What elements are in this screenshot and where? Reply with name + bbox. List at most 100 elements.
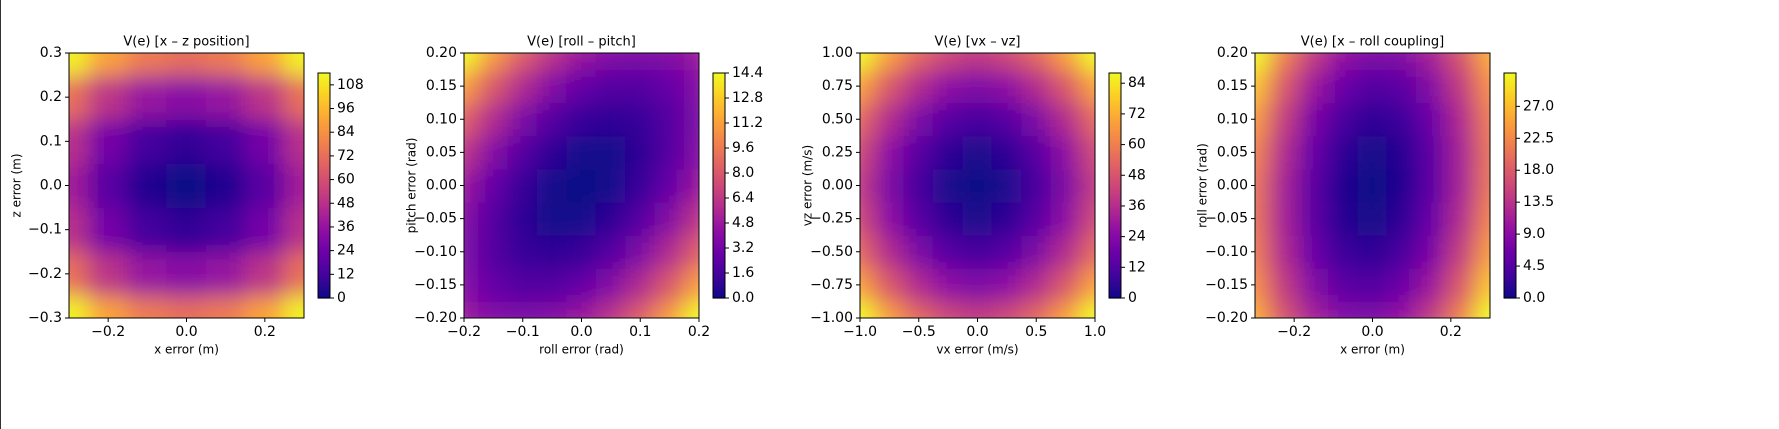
field-cell [1079, 300, 1095, 318]
colorbar-segment [1109, 275, 1121, 279]
field-cell [1327, 135, 1359, 170]
colorbar-segment [318, 278, 330, 282]
colorbar-segment [318, 230, 330, 234]
colorbar-segment [318, 113, 330, 117]
field-cell [1416, 300, 1447, 318]
field-cell [536, 168, 568, 203]
field-cell [244, 295, 285, 318]
colorbar-segment [1109, 110, 1121, 114]
field-cell [903, 168, 934, 203]
x-axis-label: x error (m) [154, 343, 219, 357]
colorbar-segment [318, 210, 330, 214]
colorbar-segment [713, 238, 725, 242]
colorbar-segment [1504, 265, 1516, 269]
colorbar-segment [318, 90, 330, 94]
colorbar-segment [1504, 98, 1516, 102]
field-cell [874, 102, 905, 137]
field-cell [874, 135, 905, 170]
colorbar-segment [713, 108, 725, 112]
x-tick-label: 1.0 [1084, 324, 1106, 340]
field-cell [1357, 102, 1388, 137]
field-cell [283, 53, 304, 76]
field-cell [478, 135, 509, 170]
colorbar-segment [1504, 240, 1516, 244]
colorbar-segment [1109, 253, 1121, 257]
colorbar-segment [1504, 148, 1516, 152]
colorbar-segment [713, 173, 725, 177]
field-cell [1357, 300, 1388, 318]
field-cell [88, 207, 129, 253]
colorbar-segment [318, 263, 330, 267]
field-cell [1050, 102, 1081, 137]
colorbar-segment [1504, 110, 1516, 114]
colorbar-tick-label: 96 [337, 101, 355, 117]
field-cell [903, 53, 934, 71]
colorbar-segment [1504, 220, 1516, 224]
colorbar-segment [713, 148, 725, 152]
field-cell [962, 201, 993, 236]
field-cell [1079, 53, 1095, 71]
colorbar-segment [1504, 128, 1516, 132]
field-cell [991, 300, 1023, 318]
field-cell [464, 102, 480, 137]
field-cell [1357, 201, 1388, 236]
colorbar-segment [1504, 103, 1516, 107]
colorbar-segment [1504, 280, 1516, 284]
field-cell [166, 53, 207, 76]
field-cell [1445, 267, 1476, 302]
field-cell [507, 201, 538, 236]
colorbar-segment [1109, 135, 1121, 139]
colorbar-segment [1504, 185, 1516, 189]
field-cell [1255, 168, 1271, 203]
colorbar-segment [1504, 78, 1516, 82]
field-cell [1416, 267, 1447, 302]
field-cell [1050, 300, 1081, 318]
x-axis-label: x error (m) [1340, 343, 1405, 357]
field-cell [1386, 267, 1418, 302]
colorbar-segment [1109, 225, 1121, 229]
colorbar-segment [1504, 293, 1516, 297]
field-cell [566, 201, 597, 236]
colorbar-segment [713, 243, 725, 247]
y-axis-label: pitch error (rad) [405, 138, 419, 234]
y-tick-label: 0.25 [822, 144, 853, 160]
field-cell [478, 234, 509, 269]
x-tick-label: 0.2 [688, 324, 710, 340]
colorbar-segment [318, 170, 330, 174]
colorbar-segment [713, 103, 725, 107]
colorbar-segment [1109, 165, 1121, 169]
field-cell [1079, 102, 1095, 137]
colorbar-segment [713, 223, 725, 227]
colorbar-segment [1504, 118, 1516, 122]
field-cell [683, 53, 699, 71]
colorbar-segment [713, 285, 725, 289]
colorbar-segment [713, 273, 725, 277]
field-cell [625, 234, 656, 269]
colorbar-segment [1504, 283, 1516, 287]
colorbar-segment [318, 140, 330, 144]
colorbar-segment [713, 258, 725, 262]
colorbar-segment [713, 105, 725, 109]
field-cell [860, 135, 876, 170]
colorbar-segment [1504, 73, 1516, 77]
x-tick-label: 0.2 [1440, 324, 1462, 340]
colorbar-segment [1504, 173, 1516, 177]
colorbar-segment [713, 135, 725, 139]
colorbar-segment [713, 283, 725, 287]
x-axis-label: vx error (m/s) [936, 343, 1018, 357]
colorbar-segment [1504, 253, 1516, 257]
colorbar-segment [1109, 160, 1121, 164]
colorbar-segment [713, 80, 725, 84]
field-cell [478, 102, 509, 137]
field-cell [1298, 168, 1329, 203]
field-cell [205, 53, 246, 76]
field-cell [166, 162, 207, 209]
field-cell [127, 295, 168, 318]
field-cell [1357, 53, 1388, 71]
colorbar-segment [1504, 235, 1516, 239]
x-tick-label: 0.5 [1025, 324, 1047, 340]
field-cell [166, 118, 207, 164]
field-cell [1386, 168, 1418, 203]
y-axis-label: z error (m) [10, 153, 24, 217]
colorbar-segment [713, 265, 725, 269]
